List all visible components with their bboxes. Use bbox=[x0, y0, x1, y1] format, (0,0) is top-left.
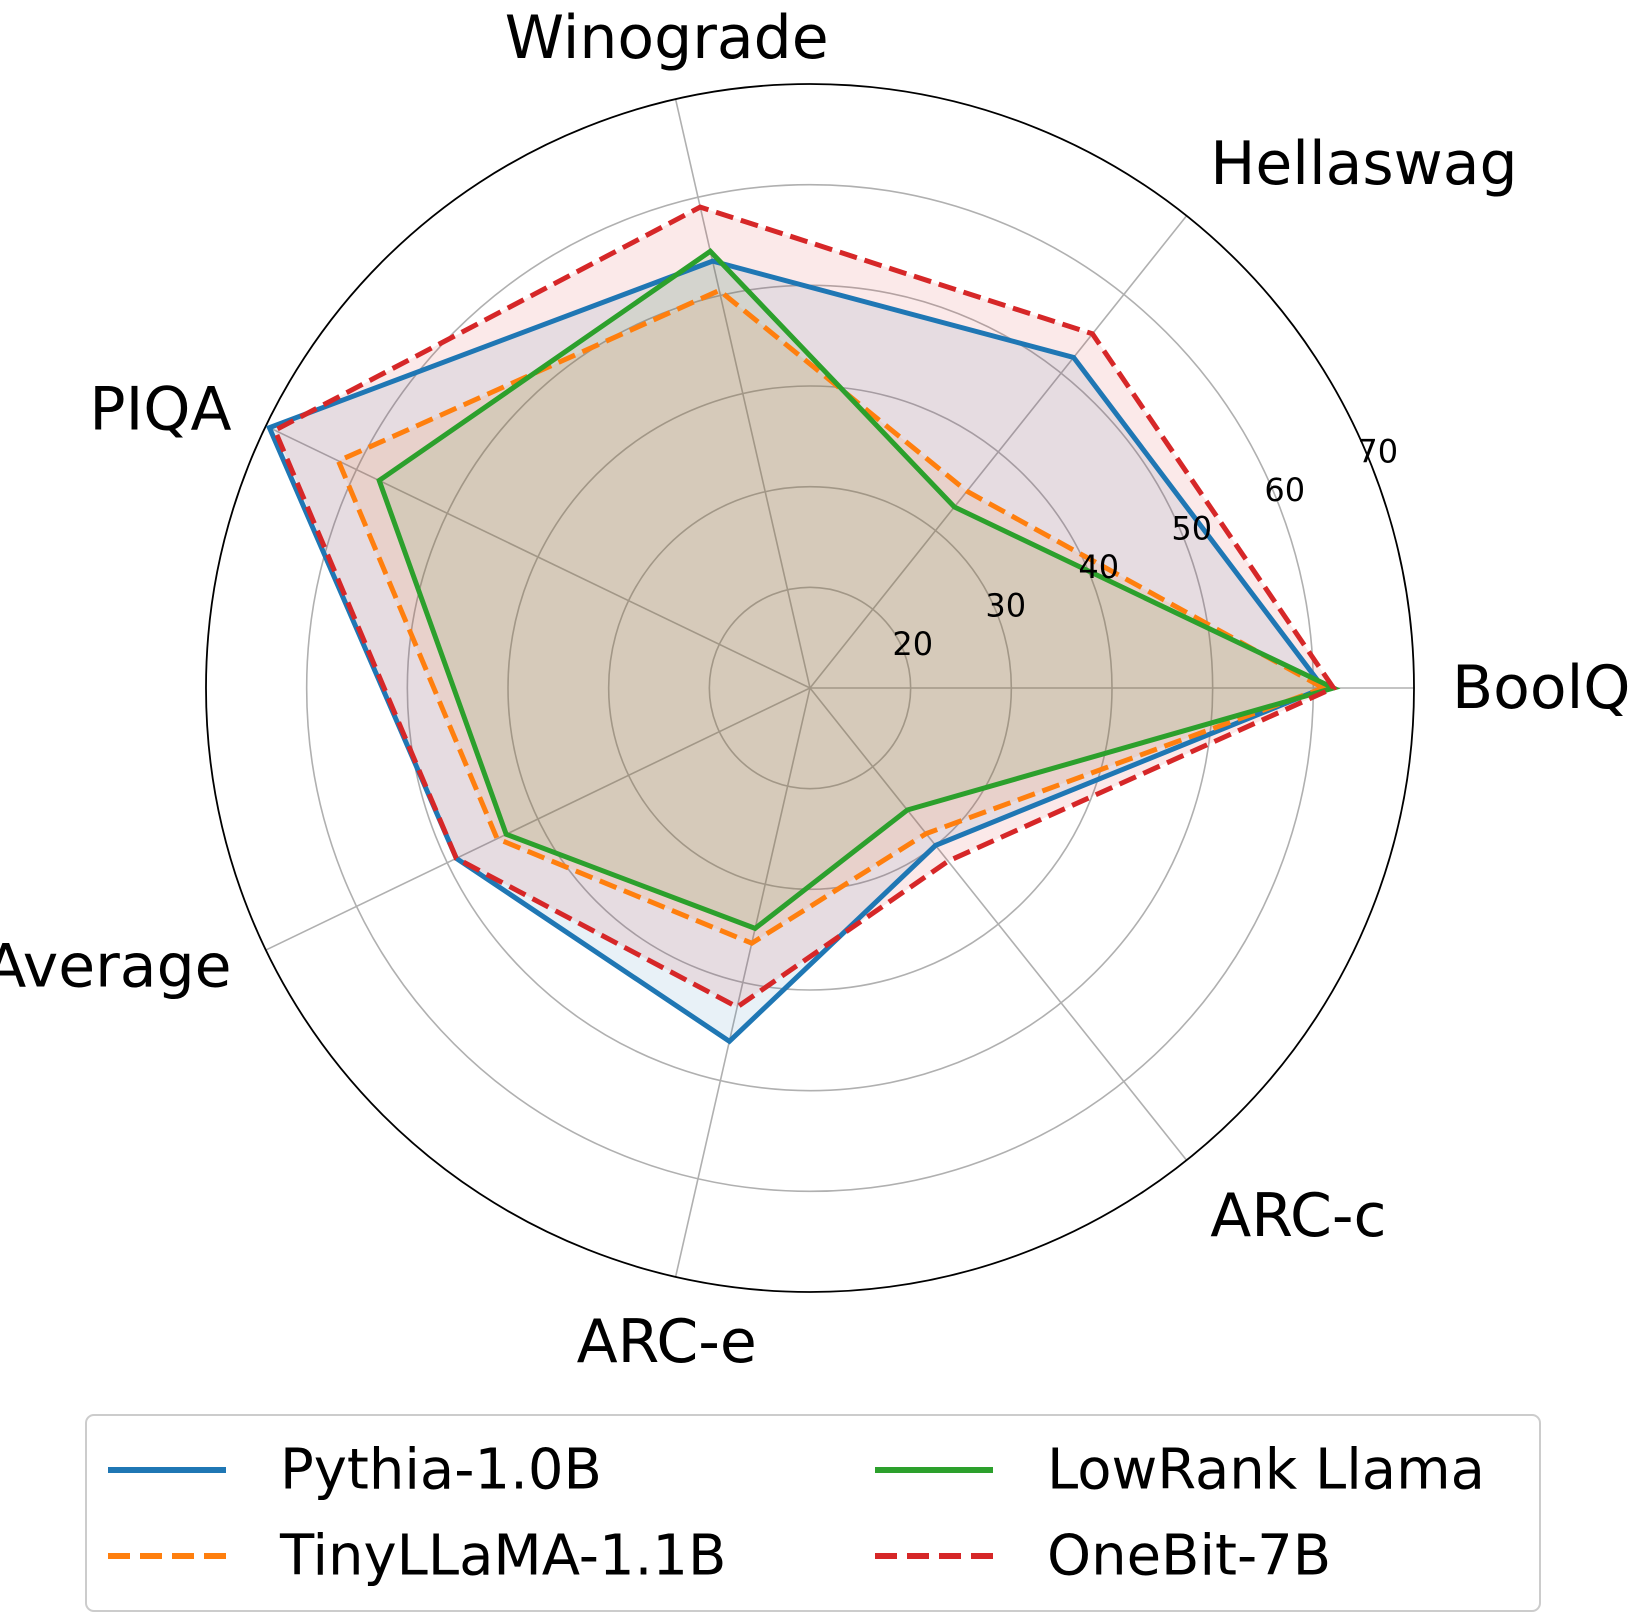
category-label-boolq: BoolQ bbox=[1452, 653, 1629, 723]
category-label-arc-e: ARC-e bbox=[577, 1307, 757, 1377]
series-line-onebit-7b bbox=[271, 204, 1338, 1010]
series-line-lowrank-llama bbox=[376, 248, 1341, 932]
tick-label-60: 60 bbox=[1264, 471, 1305, 509]
category-label-arc-c: ARC-c bbox=[1210, 1181, 1386, 1251]
tick-label-40: 40 bbox=[1078, 548, 1119, 586]
legend-label-pythia-1-0b: Pythia-1.0B bbox=[280, 1438, 602, 1503]
legend-label-onebit-7b: OneBit-7B bbox=[1047, 1524, 1331, 1589]
grid bbox=[205, 83, 1415, 1293]
category-labels: BoolQ Hellaswag Winograde PIQA Average ARC-e A… bbox=[0, 3, 1629, 1377]
category-label-hellaswag: Hellaswag bbox=[1210, 129, 1517, 199]
spoke-average bbox=[265, 687, 811, 951]
spoke-piqa bbox=[265, 425, 811, 689]
category-label-winograde: Winograde bbox=[505, 3, 829, 73]
outer-ring bbox=[205, 83, 1415, 1293]
legend-box bbox=[85, 1414, 1541, 1612]
tick-label-20: 20 bbox=[892, 625, 933, 663]
category-label-piqa: PIQA bbox=[89, 374, 231, 444]
legend-label-tinyllama-1-1b: TinyLLaMA-1.1B bbox=[279, 1524, 726, 1589]
legend-label-lowrank-llama: LowRank Llama bbox=[1047, 1438, 1485, 1503]
spoke-arc-e bbox=[674, 687, 811, 1278]
series-lines bbox=[266, 204, 1341, 1045]
spoke-hellaswag bbox=[809, 215, 1188, 689]
radial-tick-labels: 20 30 40 50 60 70 bbox=[892, 432, 1398, 663]
spoke-winograde bbox=[674, 98, 811, 689]
tick-label-70: 70 bbox=[1357, 432, 1398, 470]
tick-label-50: 50 bbox=[1171, 509, 1212, 547]
series-fill-tinyllama-1-1b bbox=[338, 290, 1324, 944]
series-fill-lowrank-llama bbox=[379, 251, 1334, 929]
series-fill-onebit-7b bbox=[274, 207, 1334, 1008]
tick-label-30: 30 bbox=[985, 586, 1026, 624]
legend: Pythia-1.0B TinyLLaMA-1.1B LowRank Llama On… bbox=[85, 1414, 1541, 1612]
spoke-arc-c bbox=[809, 687, 1188, 1161]
category-label-average: Average bbox=[0, 932, 232, 1002]
